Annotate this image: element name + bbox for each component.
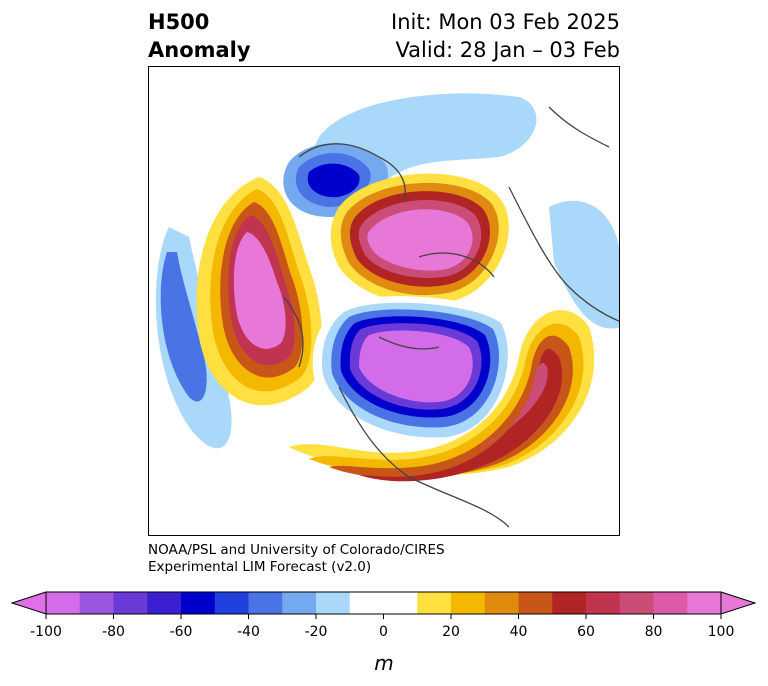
map-title: H500 Anomaly <box>148 8 251 64</box>
colorbar-cell <box>451 592 486 614</box>
colorbar-tick-label: -20 <box>305 624 328 640</box>
polar-map <box>148 66 620 536</box>
colorbar-cell <box>147 592 182 614</box>
colorbar-cell <box>484 592 519 614</box>
colorbar-ticks: -100 -80 -60 -40 -20 0 20 40 60 80 100 <box>30 614 734 640</box>
colorbar-tick-label: -40 <box>237 624 260 640</box>
colorbar-cell <box>586 592 621 614</box>
colorbar-cell <box>552 592 587 614</box>
anomaly-field <box>155 93 619 528</box>
credit-line-1: NOAA/PSL and University of Colorado/CIRE… <box>148 542 445 558</box>
colorbar-cell <box>79 592 114 614</box>
colorbar-cell <box>349 592 418 614</box>
init-date: Init: Mon 03 Feb 2025 <box>391 10 620 34</box>
credits: NOAA/PSL and University of Colorado/CIRE… <box>148 542 445 576</box>
colorbar-cell <box>214 592 249 614</box>
negative-anomaly-europe <box>549 200 619 329</box>
colorbar-tick-label: 60 <box>577 624 595 640</box>
colorbar-cell <box>113 592 148 614</box>
colorbar-cell <box>181 592 216 614</box>
colorbar-cell <box>653 592 688 614</box>
colorbar-tick-label: 40 <box>510 624 528 640</box>
title-variable: H500 <box>148 10 210 34</box>
positive-anomaly-arctic-core <box>367 209 473 271</box>
negative-anomaly-north-core <box>307 163 360 198</box>
valid-range: Valid: 28 Jan – 03 Feb <box>395 38 620 62</box>
colorbar-cell <box>417 592 452 614</box>
negative-anomaly-namerica-core <box>359 330 473 403</box>
credit-line-2: Experimental LIM Forecast (v2.0) <box>148 559 372 575</box>
colorbar-under-arrow <box>10 591 47 615</box>
colorbar-tick-label: -80 <box>102 624 125 640</box>
colorbar-cell <box>282 592 317 614</box>
positive-anomaly-west-core <box>233 232 286 349</box>
colorbar-cell <box>46 592 81 614</box>
forecast-dates: Init: Mon 03 Feb 2025 Valid: 28 Jan – 03… <box>391 8 620 64</box>
colorbar-tick-label: 80 <box>645 624 663 640</box>
colorbar-over-arrow <box>720 591 757 615</box>
colorbar-cell <box>619 592 654 614</box>
colorbar-tick-label: 0 <box>379 624 388 640</box>
coastlines <box>283 106 619 528</box>
colorbar-cell <box>518 592 553 614</box>
colorbar-tick-label: -60 <box>170 624 193 640</box>
colorbar-cells <box>46 592 722 614</box>
positive-anomaly-atlantic-core <box>479 363 548 447</box>
colorbar-cell <box>248 592 283 614</box>
colorbar-tick-label: 20 <box>442 624 460 640</box>
title-field: Anomaly <box>148 38 251 62</box>
colorbar-cell <box>687 592 722 614</box>
colorbar: -100 -80 -60 -40 -20 0 20 40 60 80 100 m <box>10 591 757 675</box>
colorbar-unit: m <box>374 651 393 675</box>
colorbar-cell <box>316 592 351 614</box>
positive-anomaly-atlantic-4 <box>359 348 563 482</box>
negative-anomaly-pacific-core <box>160 252 207 402</box>
colorbar-tick-label: 100 <box>708 624 735 640</box>
colorbar-tick-label: -100 <box>30 624 62 640</box>
